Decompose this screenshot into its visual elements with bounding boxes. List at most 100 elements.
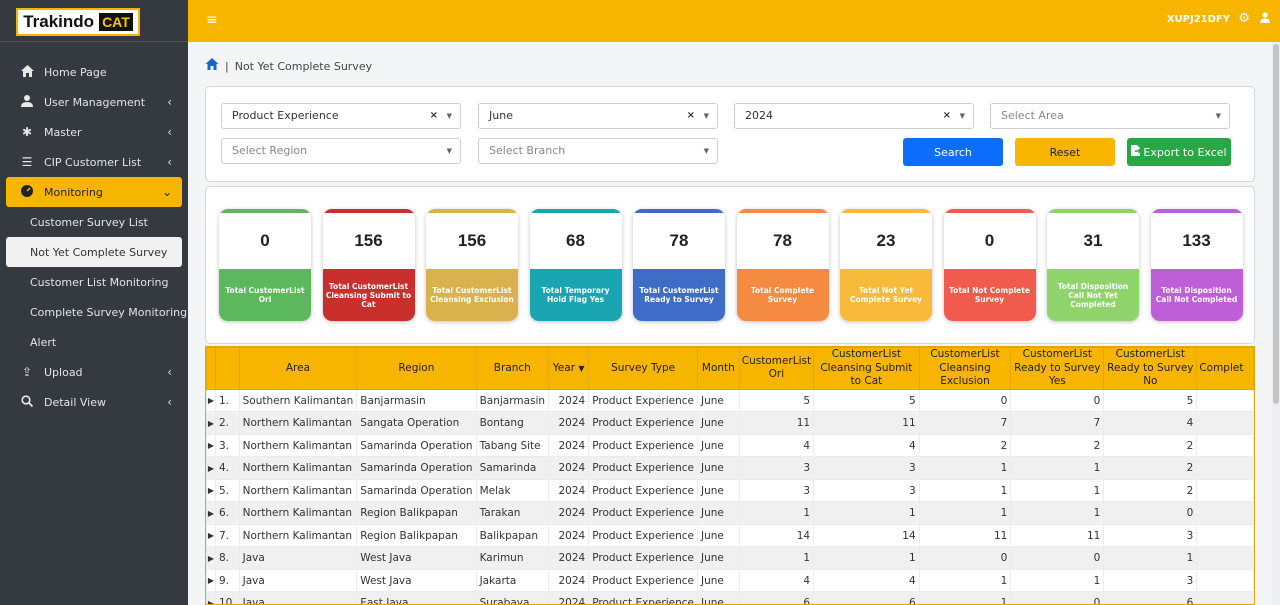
- page-scrollbar[interactable]: [1272, 42, 1280, 605]
- area-select[interactable]: Select Area ▼: [990, 103, 1230, 129]
- expand-row-icon[interactable]: ▶: [206, 568, 216, 593]
- scrollbar-thumb[interactable]: [1273, 44, 1279, 404]
- user-name[interactable]: XUPJ21DFY: [1166, 14, 1230, 25]
- cell-customerlist-ori: 6: [738, 591, 815, 604]
- cell-ready-no: 0: [1103, 501, 1198, 525]
- sidebar-sub-customer-list-monitoring[interactable]: Customer List Monitoring: [30, 275, 169, 289]
- cell-cleansing-exclusion: 11: [918, 523, 1012, 548]
- sidebar-item-master[interactable]: ✱ Master ‹: [0, 117, 188, 147]
- cell-ready-no: 2: [1103, 456, 1198, 480]
- stat-label: Total Not Complete Survey: [943, 269, 1036, 321]
- sidebar-item-cip-customer-list[interactable]: ☰ CIP Customer List ‹: [0, 147, 188, 177]
- expand-row-icon[interactable]: ▶: [206, 478, 216, 503]
- column-header-branch[interactable]: Branch: [475, 347, 550, 390]
- column-header-ready-yes[interactable]: CustomerList Ready to Survey Yes: [1010, 347, 1105, 390]
- cell-row-number: 3.: [214, 433, 240, 458]
- table-row[interactable]: ▶ 5. Northern Kalimantan Samarinda Operatio…: [206, 478, 1254, 503]
- expand-row-icon[interactable]: ▶: [206, 501, 216, 525]
- user-profile-icon[interactable]: [1260, 12, 1270, 26]
- column-header-area[interactable]: Area: [238, 347, 358, 390]
- cell-year: 2024: [548, 591, 590, 604]
- expand-row-icon[interactable]: ▶: [206, 411, 216, 435]
- cell-complete: [1196, 591, 1254, 604]
- sidebar-item-label: CIP Customer List: [44, 155, 142, 169]
- clear-icon[interactable]: ×: [942, 110, 951, 121]
- search-icon: [20, 394, 34, 410]
- sidebar-sub-complete-survey-monitoring[interactable]: Complete Survey Monitoring: [30, 305, 188, 319]
- sidebar-item-detail-view[interactable]: Detail View ‹: [0, 387, 188, 417]
- table-row[interactable]: ▶ 1. Southern Kalimantan Banjarmasin Banjarm…: [206, 388, 1254, 413]
- clear-icon[interactable]: ×: [429, 110, 438, 121]
- home-icon[interactable]: [205, 58, 219, 74]
- column-header-customerlist-ori[interactable]: CustomerList Ori: [738, 347, 815, 390]
- settings-gear-icon[interactable]: ⚙: [1238, 11, 1250, 26]
- expand-row-icon[interactable]: ▶: [206, 388, 216, 413]
- sidebar-sub-customer-survey-list[interactable]: Customer Survey List: [30, 215, 148, 229]
- column-header-region[interactable]: Region: [356, 347, 477, 390]
- trakindo-logo[interactable]: Trakindo CAT: [16, 8, 140, 36]
- sidebar-sub-alert[interactable]: Alert: [30, 335, 57, 349]
- dropdown-arrow-icon[interactable]: ▼: [703, 147, 709, 155]
- cell-ready-no: 4: [1103, 411, 1198, 435]
- region-select[interactable]: Select Region ▼: [221, 138, 461, 164]
- table-row[interactable]: ▶ 3. Northern Kalimantan Samarinda Operatio…: [206, 433, 1254, 458]
- cell-row-number: 5.: [214, 478, 240, 503]
- column-header-survey-type[interactable]: Survey Type: [588, 347, 698, 390]
- year-select[interactable]: 2024 × ▼: [734, 103, 974, 129]
- dropdown-arrow-icon[interactable]: ▼: [959, 112, 965, 120]
- cell-ready-yes: 2: [1010, 433, 1105, 458]
- expand-row-icon[interactable]: ▶: [206, 456, 216, 480]
- sidebar-item-user-management[interactable]: User Management ‹: [0, 87, 188, 117]
- column-header-complete[interactable]: Complet: [1196, 347, 1254, 390]
- cell-ready-yes: 0: [1010, 591, 1105, 604]
- column-header-ready-no[interactable]: CustomerList Ready to Survey No: [1103, 347, 1198, 390]
- column-header-year[interactable]: Year ▼: [548, 347, 590, 390]
- stat-label: Total CustomerList Ori: [219, 269, 311, 321]
- cell-cleansing-exclusion: 1: [918, 591, 1012, 604]
- logo-text: Trakindo: [23, 12, 95, 31]
- cell-region: West Java: [356, 546, 477, 570]
- sidebar-sub-not-yet-complete-survey[interactable]: Not Yet Complete Survey: [6, 237, 182, 267]
- table-row[interactable]: ▶ 10. Java East Java Surabaya 2024 Product Exp…: [206, 591, 1254, 604]
- month-select[interactable]: June × ▼: [478, 103, 718, 129]
- survey-type-select[interactable]: Product Experience × ▼: [221, 103, 461, 129]
- branch-select[interactable]: Select Branch ▼: [478, 138, 718, 164]
- sidebar-item-upload[interactable]: ⇪ Upload ‹: [0, 357, 188, 387]
- expand-row-icon[interactable]: ▶: [206, 591, 216, 604]
- dropdown-arrow-icon[interactable]: ▼: [446, 112, 452, 120]
- expand-row-icon[interactable]: ▶: [206, 523, 216, 548]
- column-header-cleansing-exclusion[interactable]: CustomerList Cleansing Exclusion: [918, 347, 1012, 390]
- table-row[interactable]: ▶ 7. Northern Kalimantan Region Balikpapan B…: [206, 523, 1254, 548]
- cell-ready-no: 3: [1103, 523, 1198, 548]
- table-row[interactable]: ▶ 6. Northern Kalimantan Region Balikpapan T…: [206, 501, 1254, 525]
- menu-toggle-icon[interactable]: ≡: [206, 12, 218, 28]
- cell-year: 2024: [548, 388, 590, 413]
- stat-card-accent: [426, 209, 518, 213]
- column-header-month[interactable]: Month: [697, 347, 740, 390]
- cell-area: Northern Kalimantan: [238, 456, 358, 480]
- table-header-row: Area Region Branch Year ▼ Survey Type Mo…: [206, 347, 1254, 390]
- sidebar-item-label: Upload: [44, 365, 83, 379]
- expand-row-icon[interactable]: ▶: [206, 433, 216, 458]
- export-excel-button[interactable]: Export to Excel: [1127, 138, 1231, 166]
- stat-card: 68 Total Temporary Hold Flag Yes: [529, 209, 622, 321]
- dropdown-arrow-icon[interactable]: ▼: [1215, 112, 1221, 120]
- cell-survey-type: Product Experience: [588, 478, 698, 503]
- sidebar-item-monitoring[interactable]: Monitoring ⌄: [6, 177, 182, 207]
- table-row[interactable]: ▶ 9. Java West Java Jakarta 2024 Product Exper…: [206, 568, 1254, 593]
- column-header-cleansing-submit[interactable]: CustomerList Cleansing Submit to Cat: [813, 347, 920, 390]
- stat-card-accent: [322, 209, 415, 213]
- dropdown-arrow-icon[interactable]: ▼: [446, 147, 452, 155]
- search-button[interactable]: Search: [903, 138, 1003, 166]
- table-row[interactable]: ▶ 4. Northern Kalimantan Samarinda Operatio…: [206, 456, 1254, 480]
- expand-row-icon[interactable]: ▶: [206, 546, 216, 570]
- expand-column-header: [206, 347, 216, 390]
- sidebar-item-home[interactable]: Home Page: [0, 57, 188, 87]
- cell-year: 2024: [548, 501, 590, 525]
- sort-desc-icon[interactable]: ▼: [578, 363, 585, 373]
- table-row[interactable]: ▶ 8. Java West Java Karimun 2024 Product Exper…: [206, 546, 1254, 570]
- dropdown-arrow-icon[interactable]: ▼: [703, 112, 709, 120]
- table-row[interactable]: ▶ 2. Northern Kalimantan Sangata Operation B…: [206, 411, 1254, 435]
- clear-icon[interactable]: ×: [686, 110, 695, 121]
- reset-button[interactable]: Reset: [1015, 138, 1115, 166]
